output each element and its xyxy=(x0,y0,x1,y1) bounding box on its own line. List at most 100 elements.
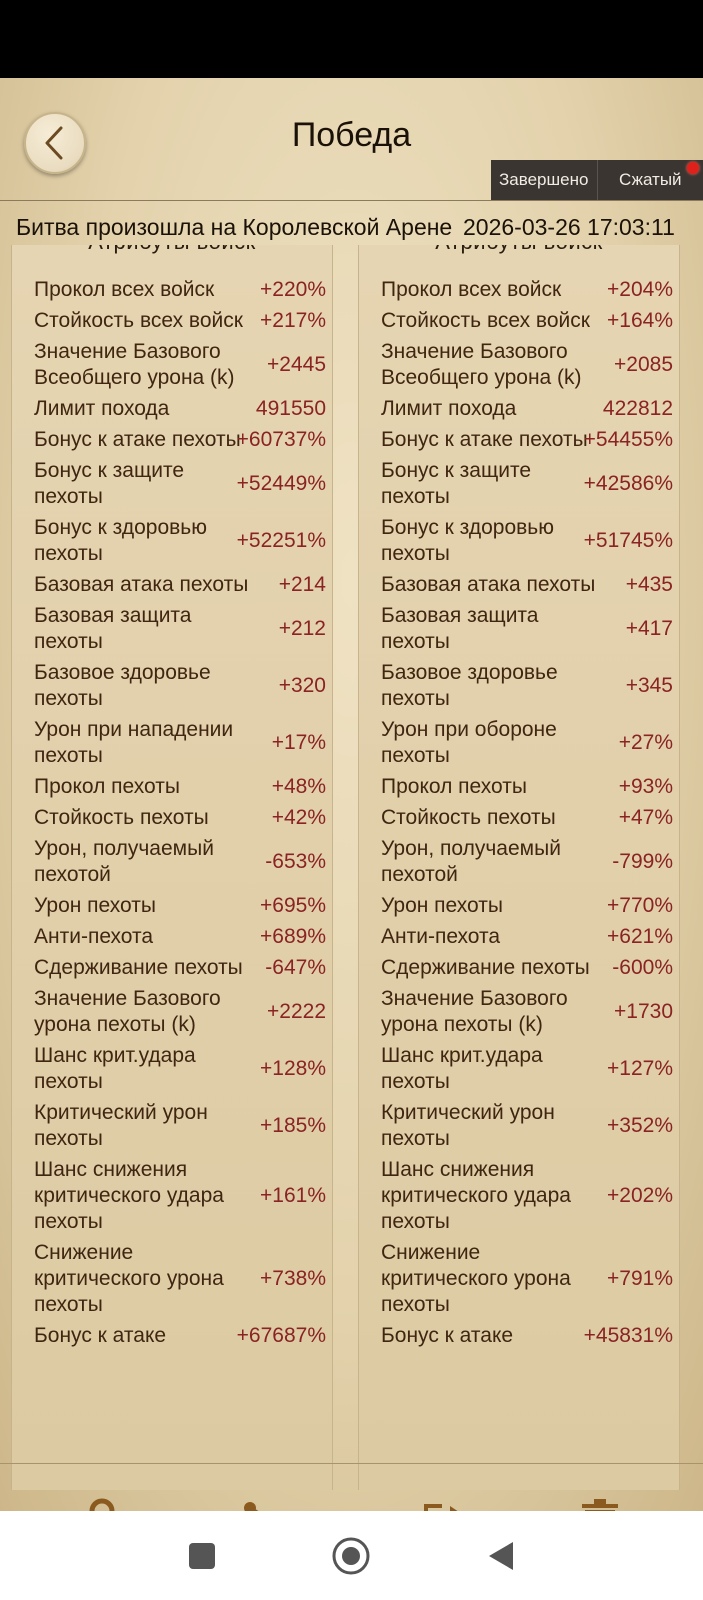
stat-row: Бонус к атаке +67687% xyxy=(34,1323,326,1349)
stat-label: Прокол пехоты xyxy=(34,775,180,798)
tab-completed[interactable]: Завершено xyxy=(491,160,598,200)
stat-value: +60737% xyxy=(236,428,326,451)
home-button[interactable] xyxy=(326,1531,376,1581)
attacker-stats: Атрибуты войск Прокол всех войск +220% Сто… xyxy=(11,245,333,1490)
stat-value: +93% xyxy=(618,775,673,798)
share-button[interactable] xyxy=(232,1492,292,1511)
stat-value: +128% xyxy=(260,1057,326,1080)
stat-label: Значение Базового урона пехоты (k) xyxy=(34,987,221,1036)
stat-label: Бонус к защите пехоты xyxy=(381,459,532,508)
stat-value: +2445 xyxy=(267,353,326,376)
stat-value: -799% xyxy=(612,850,673,873)
stat-label: Анти-пехота xyxy=(34,925,154,948)
stat-label: Базовая атака пехоты xyxy=(34,573,249,596)
export-icon xyxy=(424,1504,458,1511)
stat-row: Прокол пехоты +48% xyxy=(34,774,326,800)
stat-value: +352% xyxy=(607,1114,673,1137)
export-button[interactable] xyxy=(412,1492,472,1511)
stat-label: Урон при обороне пехоты xyxy=(381,718,557,767)
stat-value: +214 xyxy=(278,573,326,596)
stat-value: +621% xyxy=(607,925,673,948)
stat-row: Анти-пехота +689% xyxy=(34,924,326,950)
stat-label: Бонус к здоровью пехоты xyxy=(34,516,207,565)
section-title: Атрибуты войск xyxy=(359,245,679,255)
stat-label: Шанс снижения критического удара пехоты xyxy=(381,1158,571,1233)
tab-compact[interactable]: Сжатый xyxy=(618,170,682,189)
stat-label: Шанс крит.удара пехоты xyxy=(381,1044,543,1093)
stat-row: Базовое здоровье пехоты +345 xyxy=(381,660,673,712)
stat-value: +48% xyxy=(271,775,326,798)
stat-value: +52251% xyxy=(236,529,326,552)
stat-label: Снижение критического урона пехоты xyxy=(34,1241,224,1316)
stat-row: Бонус к атаке пехоты +54455% xyxy=(381,427,673,453)
delete-button[interactable] xyxy=(570,1492,630,1511)
stat-label: Урон, получаемый пехотой xyxy=(34,837,214,886)
stat-row: Шанс снижения критического удара пехоты +… xyxy=(34,1157,326,1235)
stat-label: Базовое здоровье пехоты xyxy=(381,661,558,710)
stat-value: 491550 xyxy=(255,397,326,420)
stat-value: +164% xyxy=(607,309,673,332)
stat-label: Стойкость всех войск xyxy=(381,309,590,332)
stat-value: +2085 xyxy=(614,353,673,376)
stat-value: +204% xyxy=(607,278,673,301)
stat-value: +42586% xyxy=(583,472,673,495)
stat-row: Снижение критического урона пехоты +738% xyxy=(34,1240,326,1318)
stat-value: -600% xyxy=(612,956,673,979)
stat-label: Бонус к атаке пехоты xyxy=(381,428,588,451)
back-icon xyxy=(489,1542,513,1570)
stat-value: 422812 xyxy=(602,397,673,420)
stat-row: Базовое здоровье пехоты +320 xyxy=(34,660,326,712)
back-nav-button[interactable] xyxy=(476,1531,526,1581)
stat-value: +51745% xyxy=(583,529,673,552)
stat-value: +695% xyxy=(260,894,326,917)
share-icon xyxy=(244,1502,259,1511)
stat-label: Бонус к атаке пехоты xyxy=(34,428,241,451)
stat-row: Сдерживание пехоты -647% xyxy=(34,955,326,981)
stat-value: +220% xyxy=(260,278,326,301)
stat-label: Бонус к атаке xyxy=(381,1324,514,1347)
notification-dot xyxy=(687,162,699,174)
divider xyxy=(0,200,703,201)
stat-value: +47% xyxy=(618,806,673,829)
lock-button[interactable] xyxy=(72,1492,132,1511)
chevron-left-icon xyxy=(45,126,63,160)
stat-value: +417 xyxy=(625,617,673,640)
back-button[interactable] xyxy=(24,112,86,174)
stat-row: Стойкость всех войск +217% xyxy=(34,308,326,334)
stat-row: Значение Базового урона пехоты (k) +2222 xyxy=(34,986,326,1038)
stat-value: +738% xyxy=(260,1267,326,1290)
stat-label: Базовая защита пехоты xyxy=(381,604,539,653)
status-bar xyxy=(0,0,703,78)
stat-row: Урон при обороне пехоты +27% xyxy=(381,717,673,769)
stat-label: Урон при нападении пехоты xyxy=(34,718,234,767)
stat-row: Прокол всех войск +204% xyxy=(381,277,673,303)
stat-value: +1730 xyxy=(614,1000,673,1023)
stat-row: Урон при нападении пехоты +17% xyxy=(34,717,326,769)
stats-columns[interactable]: Атрибуты войск Прокол всех войск +220% Сто… xyxy=(0,245,703,1490)
stat-row: Бонус к защите пехоты +42586% xyxy=(381,458,673,510)
stat-row: Базовая атака пехоты +435 xyxy=(381,572,673,598)
stat-value: +27% xyxy=(618,731,673,754)
stat-row: Анти-пехота +621% xyxy=(381,924,673,950)
recents-button[interactable] xyxy=(177,1531,227,1581)
stat-row: Урон пехоты +695% xyxy=(34,893,326,919)
stat-row: Шанс крит.удара пехоты +128% xyxy=(34,1043,326,1095)
stat-label: Сдерживание пехоты xyxy=(34,956,243,979)
battle-report-screen: Победа Завершено Сжатый Битва произошла … xyxy=(0,78,703,1511)
stat-value: +435 xyxy=(625,573,673,596)
mode-switch: Завершено Сжатый xyxy=(491,160,703,200)
stat-row: Прокол пехоты +93% xyxy=(381,774,673,800)
stat-value: +17% xyxy=(271,731,326,754)
defender-stats: Атрибуты войск Прокол всех войск +204% Сто… xyxy=(358,245,680,1490)
stat-row: Базовая защита пехоты +417 xyxy=(381,603,673,655)
stat-row: Урон, получаемый пехотой -653% xyxy=(34,836,326,888)
stat-label: Стойкость пехоты xyxy=(34,806,209,829)
stat-row: Прокол всех войск +220% xyxy=(34,277,326,303)
stat-value: +345 xyxy=(625,674,673,697)
stat-value: +52449% xyxy=(236,472,326,495)
stat-label: Сдерживание пехоты xyxy=(381,956,590,979)
stat-label: Базовое здоровье пехоты xyxy=(34,661,211,710)
lock-icon xyxy=(89,1498,115,1511)
stat-row: Базовая защита пехоты +212 xyxy=(34,603,326,655)
stat-label: Урон, получаемый пехотой xyxy=(381,837,561,886)
